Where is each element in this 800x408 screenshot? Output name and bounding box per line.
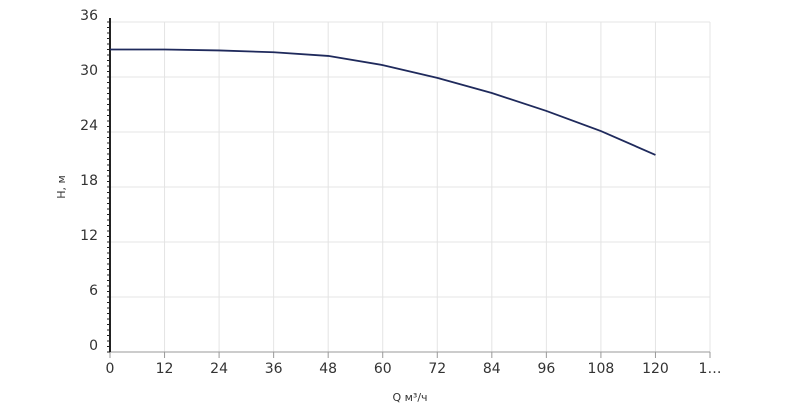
x-tick-label: 84 bbox=[483, 361, 501, 377]
y-tick-label: 36 bbox=[80, 8, 98, 24]
y-tick-label: 30 bbox=[80, 63, 98, 79]
x-tick-label: 108 bbox=[588, 361, 615, 377]
x-tick-label: 48 bbox=[319, 361, 337, 377]
x-tick-label: 60 bbox=[374, 361, 392, 377]
x-tick-label: 0 bbox=[106, 361, 115, 377]
y-tick-label: 24 bbox=[80, 118, 98, 134]
x-tick-label: 24 bbox=[210, 361, 228, 377]
y-tick-label: 0 bbox=[89, 338, 98, 354]
x-tick-label: 96 bbox=[537, 361, 555, 377]
y-tick-label: 18 bbox=[80, 173, 98, 189]
x-tick-label: 120 bbox=[642, 361, 669, 377]
x-tick-label: 1… bbox=[699, 361, 722, 377]
x-tick-label: 12 bbox=[156, 361, 174, 377]
x-tick-label: 36 bbox=[265, 361, 283, 377]
x-axis-title: Q м³/ч bbox=[392, 391, 427, 404]
y-axis-title: H, м bbox=[55, 175, 68, 199]
x-tick-label: 72 bbox=[428, 361, 446, 377]
y-tick-label: 12 bbox=[80, 228, 98, 244]
line bbox=[110, 48, 656, 156]
y-tick-label: 6 bbox=[89, 283, 98, 299]
